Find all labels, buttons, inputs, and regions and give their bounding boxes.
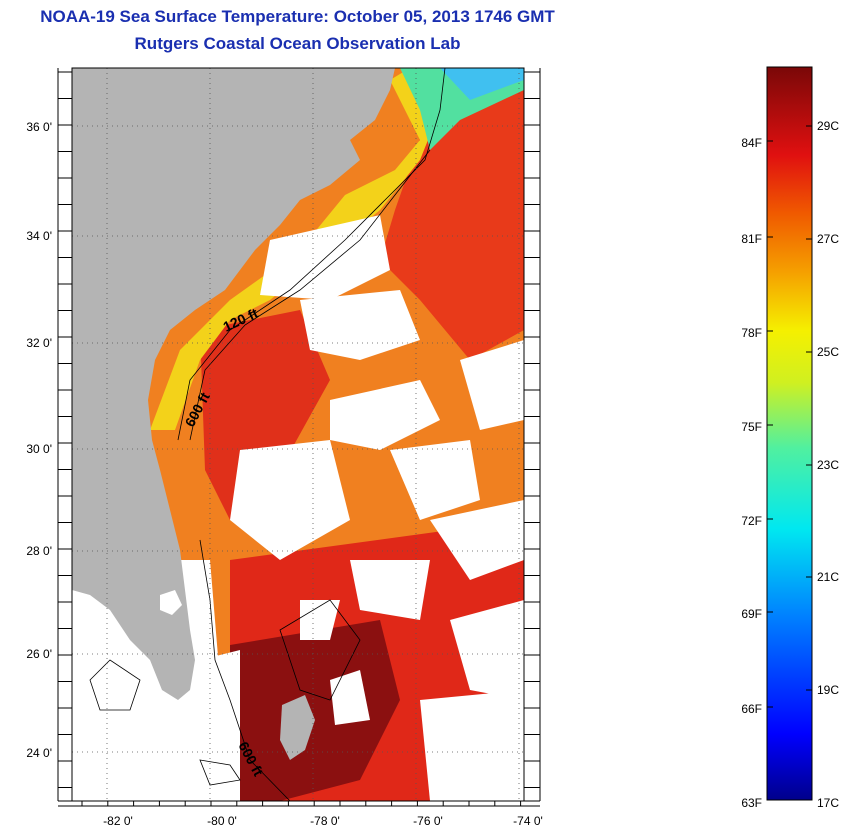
lat-label-24: 24 0' — [26, 746, 52, 760]
colorbar-gradient — [766, 66, 813, 801]
island — [280, 695, 315, 760]
cb-c-19: 19C — [817, 683, 839, 697]
cb-f-81: 81F — [741, 232, 762, 246]
cb-c-21: 21C — [817, 570, 839, 584]
northern-cyan — [440, 68, 524, 100]
cb-f-78: 78F — [741, 326, 762, 340]
cb-f-72: 72F — [741, 514, 762, 528]
latitude-labels: 36 0' 34 0' 32 0' 30 0' 28 0' 26 0' 24 0… — [26, 120, 52, 760]
colorbar-ticks — [767, 125, 812, 708]
cb-c-25: 25C — [817, 345, 839, 359]
lon-label-80: -80 0' — [207, 814, 237, 828]
gulf-stream-mid — [200, 310, 330, 520]
colorbar: 84F 81F 78F 75F 72F 69F 66F 63F 29C 27C … — [741, 66, 839, 810]
lat-label-30: 30 0' — [26, 442, 52, 456]
cb-c-17: 17C — [817, 796, 839, 810]
cb-f-69: 69F — [741, 607, 762, 621]
lat-label-36: 36 0' — [26, 120, 52, 134]
cb-f-75: 75F — [741, 420, 762, 434]
cb-f-66: 66F — [741, 702, 762, 716]
lat-label-28: 28 0' — [26, 544, 52, 558]
lat-label-32: 32 0' — [26, 336, 52, 350]
lat-label-26: 26 0' — [26, 647, 52, 661]
longitude-labels: -82 0' -80 0' -78 0' -76 0' -74 0' — [103, 814, 543, 828]
lon-label-78: -78 0' — [310, 814, 340, 828]
map-subtitle: Rutgers Coastal Ocean Observation Lab — [134, 34, 461, 53]
lon-label-76: -76 0' — [413, 814, 443, 828]
fahrenheit-labels: 84F 81F 78F 75F 72F 69F 66F 63F — [741, 136, 762, 810]
map-title: NOAA-19 Sea Surface Temperature: October… — [40, 7, 555, 26]
hot-patch — [230, 620, 400, 801]
tick-lines — [58, 71, 540, 806]
graticule — [72, 68, 524, 801]
cb-c-29: 29C — [817, 119, 839, 133]
lake-okeechobee — [160, 590, 182, 615]
lat-label-34: 34 0' — [26, 229, 52, 243]
cb-f-84: 84F — [741, 136, 762, 150]
cb-c-23: 23C — [817, 458, 839, 472]
celsius-labels: 29C 27C 25C 23C 21C 19C 17C — [817, 119, 839, 810]
cb-c-27: 27C — [817, 232, 839, 246]
lon-label-74: -74 0' — [513, 814, 543, 828]
map-panel — [72, 68, 524, 801]
tick-marks — [57, 68, 541, 807]
cb-f-63: 63F — [741, 796, 762, 810]
lon-label-82: -82 0' — [103, 814, 133, 828]
land-mass — [72, 68, 395, 700]
